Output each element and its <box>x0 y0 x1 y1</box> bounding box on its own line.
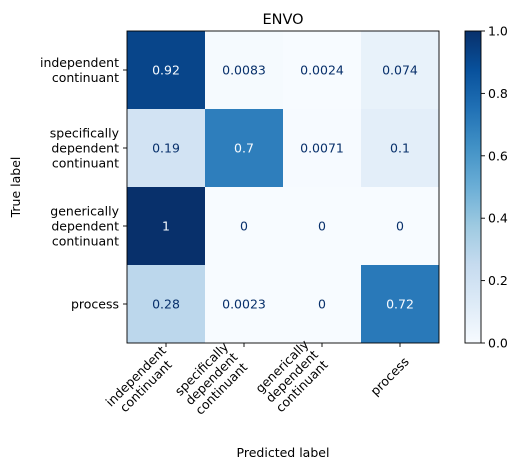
cell-value-label: 0 <box>240 219 248 234</box>
cell-value-label: 0 <box>318 219 326 234</box>
cell-value-label: 0.074 <box>382 63 418 78</box>
colorbar-ticks: 0.0 0.2 0.4 0.6 0.8 1.0 <box>481 24 508 351</box>
cell-value-label: 0.92 <box>152 63 180 78</box>
x-axis-ticks: independentcontinuantspecificallydepende… <box>103 336 412 419</box>
heatmap-cell <box>205 31 283 109</box>
x-tick-label: specificallydependentcontinuant <box>172 339 252 419</box>
colorbar-tick-label: 0.0 <box>488 336 508 351</box>
x-tick-label: independentcontinuant <box>103 343 179 419</box>
x-tick-label: genericallydependentcontinuant <box>252 336 331 415</box>
cell-value-label: 1 <box>162 219 170 234</box>
cell-value-label: 0.72 <box>386 297 414 312</box>
heatmap-cell <box>205 109 283 187</box>
cell-value-label: 0.1 <box>390 141 410 156</box>
y-tick-label: generically dependent continuant <box>50 204 119 249</box>
heatmap-cell <box>283 265 361 343</box>
heatmap-cell <box>361 31 439 109</box>
heatmap-cell <box>361 265 439 343</box>
heatmap-cell <box>127 31 205 109</box>
x-tick-label-group: independentcontinuant <box>103 343 179 419</box>
cell-value-label: 0.0071 <box>300 141 344 156</box>
cell-value-label: 0.7 <box>234 141 254 156</box>
y-axis-ticks: independent continuant specifically depende… <box>40 55 127 312</box>
x-tick-label: process <box>367 354 412 399</box>
y-axis-title: True label <box>8 157 23 219</box>
heatmap-cells <box>127 31 439 343</box>
cell-value-label: 0 <box>396 219 404 234</box>
heatmap-cell <box>205 265 283 343</box>
heatmap-cell <box>283 31 361 109</box>
cell-value-label: 0.0023 <box>222 297 266 312</box>
x-tick-label-group: process <box>367 354 412 399</box>
heatmap-cell <box>127 187 205 265</box>
y-tick-label: specifically dependent continuant <box>50 126 120 171</box>
cell-value-label: 0.19 <box>152 141 180 156</box>
heatmap-cell <box>127 265 205 343</box>
heatmap-cell <box>205 187 283 265</box>
cell-value-label: 0.28 <box>152 297 180 312</box>
cell-value-label: 0.0083 <box>222 63 266 78</box>
x-tick-label-group: genericallydependentcontinuant <box>252 336 331 415</box>
heatmap-cell <box>361 187 439 265</box>
colorbar-tick-label: 1.0 <box>488 24 508 39</box>
colorbar <box>464 30 482 344</box>
y-tick-label: independent continuant <box>40 55 119 85</box>
heatmap-cell <box>283 187 361 265</box>
chart-title: ENVO <box>262 12 303 28</box>
heatmap-cell <box>283 109 361 187</box>
x-tick-label-group: specificallydependentcontinuant <box>172 339 252 419</box>
colorbar-tick-label: 0.8 <box>488 86 508 101</box>
cell-value-label: 0.0024 <box>300 63 344 78</box>
colorbar-tick-label: 0.6 <box>488 148 508 163</box>
heatmap-cell <box>127 109 205 187</box>
colorbar-tick-label: 0.2 <box>488 273 508 288</box>
heatmap-cell <box>361 109 439 187</box>
x-axis-title: Predicted label <box>237 445 330 460</box>
cell-value-labels: 0.92 0.0083 0.0024 0.074 0.19 0.7 0.0071 0.1 1 0 0… <box>152 63 418 312</box>
colorbar-tick-label: 0.4 <box>488 211 508 226</box>
cell-value-label: 0 <box>318 297 326 312</box>
plot-frame <box>126 30 440 344</box>
y-tick-label: process <box>71 297 119 312</box>
